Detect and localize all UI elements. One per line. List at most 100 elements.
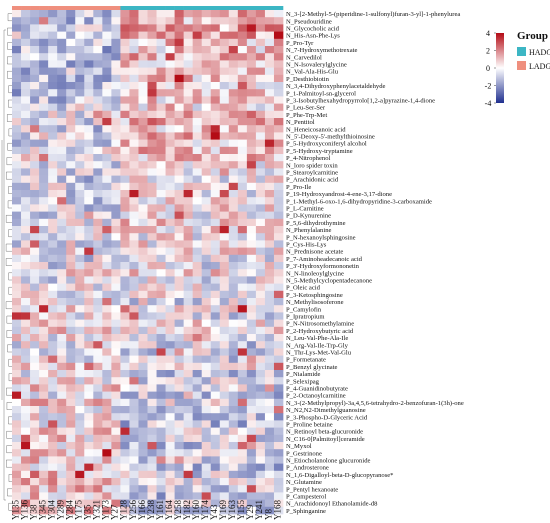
row-label: N_Glycocholic acid — [286, 26, 340, 33]
heatmap-cell — [84, 168, 94, 176]
row-label: P_3'-Hydroxyformononetin — [286, 263, 360, 270]
heatmap-cell — [75, 190, 85, 198]
heatmap-cell — [156, 456, 166, 464]
heatmap-cell — [93, 341, 103, 349]
row-label: P_Androsterone — [286, 465, 329, 472]
heatmap-cell — [57, 442, 67, 450]
heatmap-cell — [75, 132, 85, 140]
heatmap-cell — [165, 139, 175, 148]
group-bar-cell — [264, 6, 275, 10]
heatmap-cell — [219, 197, 230, 205]
heatmap-cell — [237, 413, 248, 421]
heatmap-cell — [21, 125, 31, 133]
heatmap-cell — [57, 161, 67, 169]
heatmap-cell — [84, 290, 94, 299]
heatmap-cell — [183, 132, 194, 140]
heatmap-cell — [93, 103, 103, 112]
heatmap-cell — [57, 312, 67, 320]
heatmap-cell — [111, 146, 121, 155]
group-bar-cell — [39, 6, 49, 10]
heatmap-cell — [156, 197, 166, 205]
heatmap-cell — [165, 204, 175, 212]
heatmap-cell — [138, 161, 148, 169]
heatmap-cell — [12, 190, 22, 198]
heatmap-cell — [219, 31, 230, 40]
dendrogram-branch — [6, 387, 12, 396]
heatmap-cell — [111, 53, 121, 61]
heatmap-cell — [174, 485, 184, 493]
heatmap-cell — [102, 427, 112, 436]
heatmap-cell — [192, 226, 203, 234]
heatmap-cell — [156, 53, 166, 61]
heatmap-cell — [228, 290, 239, 299]
heatmap-cell — [66, 463, 76, 472]
heatmap-cell — [219, 204, 230, 212]
heatmap-cell — [156, 211, 166, 220]
heatmap-cell — [120, 456, 130, 464]
heatmap-cell — [201, 499, 212, 508]
heatmap-cell — [165, 370, 175, 378]
heatmap-cell — [192, 456, 203, 464]
heatmap-cell — [84, 413, 94, 421]
heatmap-cell — [174, 341, 184, 349]
heatmap-cell — [264, 118, 275, 126]
heatmap-cell — [93, 10, 103, 18]
heatmap-cell — [111, 175, 121, 184]
heatmap-cell — [39, 146, 49, 155]
heatmap-cell — [174, 182, 184, 191]
heatmap-cell — [21, 254, 31, 263]
heatmap-cell — [120, 420, 130, 428]
heatmap-cell — [129, 67, 139, 76]
group-bar-cell — [174, 6, 184, 10]
heatmap-cell — [102, 362, 112, 371]
heatmap-cell — [273, 391, 284, 400]
heatmap-cell — [174, 290, 184, 299]
heatmap-cell — [21, 132, 31, 140]
group-bar-cell — [30, 6, 40, 10]
heatmap-cell — [183, 89, 194, 97]
heatmap-cell — [12, 341, 22, 349]
heatmap-cell — [66, 319, 76, 328]
heatmap-cell — [228, 341, 239, 349]
heatmap-cell — [255, 132, 266, 140]
heatmap-cell — [12, 406, 22, 414]
heatmap-cell — [48, 233, 58, 241]
heatmap-cell — [246, 182, 257, 191]
heatmap-cell — [57, 492, 67, 500]
heatmap-cell — [120, 276, 130, 284]
heatmap-cell — [210, 355, 221, 364]
heatmap-cell — [111, 240, 121, 248]
heatmap-cell — [192, 154, 203, 162]
heatmap-cell — [12, 370, 22, 378]
heatmap-cell — [138, 269, 148, 277]
heatmap-cell — [228, 427, 239, 436]
heatmap-cell — [228, 146, 239, 155]
heatmap-cell — [102, 478, 112, 486]
heatmap-cell — [228, 398, 239, 407]
heatmap-cell — [174, 31, 184, 40]
heatmap-cell — [12, 139, 22, 148]
heatmap-cell — [120, 485, 130, 493]
heatmap-cell — [102, 46, 112, 54]
heatmap-cell — [273, 434, 284, 443]
heatmap-cell — [201, 276, 212, 284]
heatmap-cell — [147, 74, 157, 83]
heatmap-cell — [237, 118, 248, 126]
heatmap-cell — [192, 427, 203, 436]
heatmap-cell — [12, 211, 22, 220]
heatmap-cell — [246, 10, 257, 18]
heatmap-cell — [228, 499, 239, 508]
heatmap-cell — [273, 53, 284, 61]
heatmap-cell — [30, 319, 40, 328]
heatmap-cell — [219, 298, 230, 306]
heatmap-cell — [93, 175, 103, 184]
heatmap-cell — [156, 413, 166, 421]
heatmap-cell — [156, 24, 166, 32]
heatmap-cell — [174, 442, 184, 450]
heatmap-cell — [201, 391, 212, 400]
heatmap-cell — [174, 463, 184, 472]
heatmap-cell — [219, 485, 230, 493]
heatmap-cell — [93, 398, 103, 407]
heatmap-cell — [210, 384, 221, 392]
heatmap-cell — [183, 125, 194, 133]
